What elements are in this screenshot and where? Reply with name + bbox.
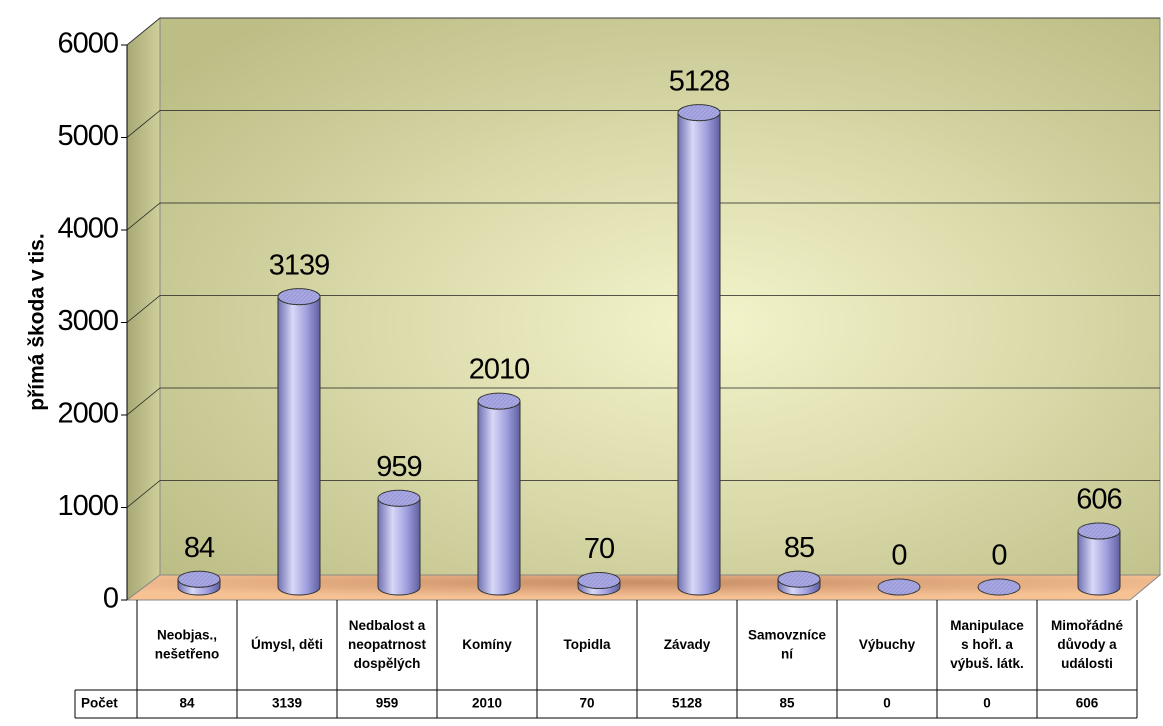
label-line: ní xyxy=(781,646,794,661)
data-label: 70 xyxy=(584,533,614,565)
grid-line xyxy=(126,480,1160,508)
table-value: 606 xyxy=(1076,696,1099,711)
cylinder-body xyxy=(377,498,421,596)
x-tick-label: Manipulace s hořl. a výbuš. látk. xyxy=(950,618,1024,671)
label-line: Výbuchy xyxy=(859,637,916,652)
bar xyxy=(877,578,921,596)
x-tick-label: Výbuchy xyxy=(859,637,916,652)
cylinder-hatch xyxy=(778,571,820,588)
label-line: důvody a xyxy=(1057,637,1117,652)
bar xyxy=(777,570,821,596)
x-tick-label: Komíny xyxy=(462,637,512,652)
data-label: 3139 xyxy=(269,249,330,281)
y-tick-label: 6000 xyxy=(57,28,118,60)
label-line: Mimořádné xyxy=(1051,618,1124,633)
data-label: 84 xyxy=(184,532,215,564)
grid-line xyxy=(126,17,1160,46)
cylinder-hatch xyxy=(178,571,220,588)
y-tick-label: 1000 xyxy=(57,490,118,522)
cylinder-hatch xyxy=(978,579,1020,595)
label-line: Manipulace xyxy=(950,618,1024,633)
legend-label: Počet xyxy=(81,696,118,711)
table-value: 5128 xyxy=(672,696,703,711)
bar xyxy=(1077,522,1121,596)
table-value: 0 xyxy=(983,696,991,711)
cylinder-body xyxy=(1077,530,1121,596)
label-line: Neobjas., xyxy=(157,627,217,642)
label-line: neopatrnost xyxy=(348,637,427,652)
cylinder-hatch xyxy=(678,104,720,121)
y-tick-label: 2000 xyxy=(57,398,118,430)
cylinder-hatch xyxy=(478,393,520,410)
bar xyxy=(477,392,521,596)
x-tick-label: Nedbalost a neopatrnost dospělých xyxy=(348,618,427,671)
label-line: výbuš. látk. xyxy=(950,656,1024,671)
cylinder-hatch xyxy=(878,579,920,595)
label-line: dospělých xyxy=(354,656,421,671)
y-tick-label: 4000 xyxy=(57,213,118,245)
bar xyxy=(577,572,621,596)
bar xyxy=(977,578,1021,596)
data-label: 5128 xyxy=(669,65,730,97)
x-tick-label: Samovzníce ní xyxy=(748,627,827,661)
bar xyxy=(177,570,221,596)
cylinder-body xyxy=(477,400,521,596)
cylinder-body xyxy=(277,296,321,596)
data-label: 2010 xyxy=(469,354,530,386)
table-value: 70 xyxy=(579,696,594,711)
data-label: 606 xyxy=(1076,484,1121,516)
cylinder-body xyxy=(677,112,721,596)
grid-line xyxy=(126,387,1160,416)
label-line: Úmysl, děti xyxy=(251,637,323,652)
table-value: 0 xyxy=(883,696,891,711)
bar xyxy=(677,104,721,596)
data-label: 85 xyxy=(784,532,814,564)
table-value: 85 xyxy=(779,696,795,711)
grid-line xyxy=(126,110,1160,138)
label-line: události xyxy=(1061,656,1113,671)
cylinder-hatch xyxy=(278,288,320,305)
table-value: 84 xyxy=(179,696,195,711)
data-label: 0 xyxy=(891,540,906,572)
label-line: nešetřeno xyxy=(155,646,220,661)
cylinder-hatch xyxy=(1078,522,1120,539)
cylinder-hatch xyxy=(578,572,620,589)
x-tick-label: Mimořádné důvody a události xyxy=(1051,618,1124,671)
label-line: Komíny xyxy=(462,637,512,652)
grid-line xyxy=(126,295,1160,323)
label-line: Samovzníce xyxy=(748,627,827,642)
cylinder-hatch xyxy=(378,490,420,507)
bar xyxy=(377,489,421,596)
data-label: 959 xyxy=(376,451,421,483)
x-tick-label: Neobjas., nešetřeno xyxy=(155,627,220,661)
bar xyxy=(277,288,321,596)
table-value: 959 xyxy=(376,696,399,711)
y-tick-label: 5000 xyxy=(57,120,118,152)
label-line: Topidla xyxy=(564,637,611,652)
label-line: s hořl. a xyxy=(961,637,1013,652)
table-value: 3139 xyxy=(272,696,302,711)
label-line: Nedbalost a xyxy=(349,618,426,633)
table-value: 2010 xyxy=(472,696,502,711)
x-tick-label: Úmysl, děti xyxy=(251,637,323,652)
x-tick-label: Závady xyxy=(664,637,711,652)
x-tick-label: Topidla xyxy=(564,637,611,652)
y-axis-label: přímá škoda v tis. xyxy=(26,233,49,410)
grid-line xyxy=(126,202,1160,231)
label-line: Závady xyxy=(664,637,711,652)
y-tick-label: 3000 xyxy=(57,305,118,337)
y-tick-label: 0 xyxy=(103,583,118,615)
data-label: 0 xyxy=(991,540,1006,572)
